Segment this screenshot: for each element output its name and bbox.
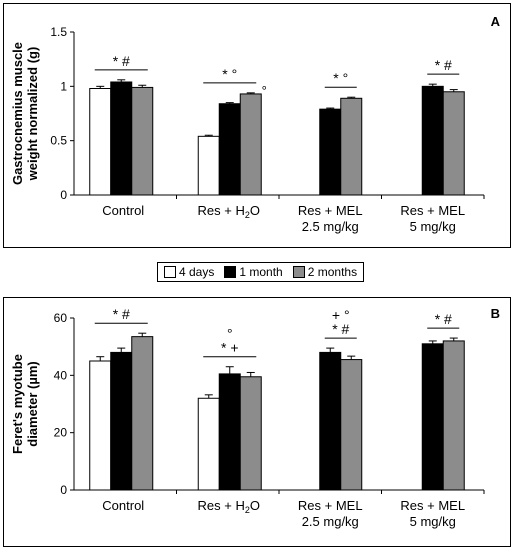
- chart-b-bar-g2-s2: [340, 359, 363, 491]
- chart-a-category-label-g3-l1: 5 mg/kg: [410, 219, 456, 234]
- chart-b-ytick-label-3: 60: [54, 311, 68, 325]
- chart-a-bar-g0-s1: [110, 81, 133, 196]
- chart-a-sig-label-g3: * #: [435, 57, 452, 73]
- chart-b-bar-g1-s1: [218, 373, 241, 491]
- legend-swatch-1-month: [224, 266, 237, 278]
- chart-a-sig-label-g2: * °: [333, 70, 348, 86]
- legend-swatch-2-months: [292, 266, 305, 278]
- chart-b-bar-g0-s1: [110, 351, 133, 491]
- legend-swatch-4-days: [164, 266, 176, 278]
- chart-b-category-label-g2-l0: Res + MEL: [298, 498, 363, 513]
- chart-a-ylabel-line-1: weight normalized (g): [25, 47, 40, 182]
- chart-a-panel-label: A: [491, 14, 501, 29]
- chart-b-ytick-label-0: 0: [60, 483, 67, 497]
- chart-a-ytick-label-2: 1: [60, 79, 67, 93]
- chart-a-sig-label-g0: * #: [113, 53, 130, 69]
- chart-b-sig-label-top-g1: °: [227, 326, 233, 342]
- legend-label-1-month: 1 month: [239, 265, 283, 279]
- chart-panel-b: B Feret's myotube diameter (µm) 0 20 40 60 * # C…: [3, 297, 511, 547]
- chart-a-category-label-g2-l1: 2.5 mg/kg: [302, 219, 359, 234]
- chart-a-ytick-label-0: 0: [60, 188, 67, 202]
- chart-b-bar-g1-s2: [239, 376, 262, 491]
- chart-a-bar-g0-s2: [131, 86, 154, 196]
- legend-item-1-month: 1 month: [224, 265, 283, 279]
- chart-a-bar-g1-s2: [239, 93, 262, 196]
- chart-a-ytick-label-1: 0.5: [50, 134, 67, 148]
- chart-b-svg: B Feret's myotube diameter (µm) 0 20 40 60 * # C…: [10, 306, 500, 529]
- chart-b-bar-g3-s2: [442, 340, 465, 491]
- chart-b-sig-label-g2: * #: [332, 321, 349, 337]
- legend-label-2-months: 2 months: [307, 265, 358, 279]
- chart-b-bar-g0-s2: [131, 336, 154, 491]
- chart-b-category-label-g1-l0: Res + H2O: [198, 498, 260, 515]
- chart-b-category-label-g3-l1: 5 mg/kg: [410, 514, 456, 529]
- chart-b-ylabel-line-0: Feret's myotube: [10, 354, 25, 454]
- chart-b-sig-label-g1: * +: [221, 340, 239, 356]
- chart-b-category-label-g0-l0: Control: [102, 498, 144, 513]
- chart-a-bar-g3-s1: [421, 85, 444, 196]
- chart-b-category-label-g3-l0: Res + MEL: [400, 498, 465, 513]
- chart-a-category-label-g2-l0: Res + MEL: [298, 203, 363, 218]
- legend-label-4-days: 4 days: [179, 265, 215, 279]
- legend-item-2-months: 2 months: [292, 265, 358, 279]
- chart-a-svg: A Gastrocnemius muscle weight normalized (…: [10, 14, 501, 234]
- chart-b-sig-label-g0: * #: [113, 306, 130, 322]
- chart-a-bar-g1-s1: [218, 103, 241, 196]
- legend: 4 days 1 month 2 months: [157, 262, 365, 282]
- chart-b-sig-label-top-g2: + °: [332, 307, 350, 323]
- chart-panel-a: A Gastrocnemius muscle weight normalized (…: [3, 3, 511, 248]
- chart-a-bar-g3-s2: [442, 91, 465, 196]
- chart-a-category-label-g3-l0: Res + MEL: [400, 203, 465, 218]
- chart-a-bar-g0-s0: [89, 88, 112, 196]
- chart-b-ytick-label-1: 20: [54, 426, 68, 440]
- chart-a-bar-g2-s2: [340, 97, 363, 196]
- chart-a-category-label-g1-l0: Res + H2O: [198, 203, 260, 220]
- chart-b-bar-g3-s1: [421, 343, 444, 491]
- chart-a-ytick-label-3: 1.5: [50, 25, 67, 39]
- chart-b-bar-g0-s0: [89, 360, 112, 491]
- chart-b-ytick-label-2: 40: [54, 368, 68, 382]
- legend-item-4-days: 4 days: [164, 265, 214, 279]
- chart-b-sig-label-g3: * #: [435, 311, 452, 327]
- chart-a-sig-label-g1: * °: [222, 66, 237, 82]
- chart-b-category-label-g2-l1: 2.5 mg/kg: [302, 514, 359, 529]
- chart-b-panel-label: B: [491, 306, 500, 321]
- chart-a-extra-mark-g1: °: [262, 83, 267, 98]
- chart-b-ylabel-line-1: diameter (µm): [25, 361, 40, 447]
- chart-a-category-label-g0-l0: Control: [102, 203, 144, 218]
- chart-a-bar-g1-s0: [197, 135, 220, 196]
- chart-a-bar-g2-s1: [319, 108, 342, 196]
- chart-b-bar-g2-s1: [319, 351, 342, 491]
- chart-b-bar-g1-s0: [197, 397, 220, 491]
- chart-a-ylabel-line-0: Gastrocnemius muscle: [10, 42, 25, 185]
